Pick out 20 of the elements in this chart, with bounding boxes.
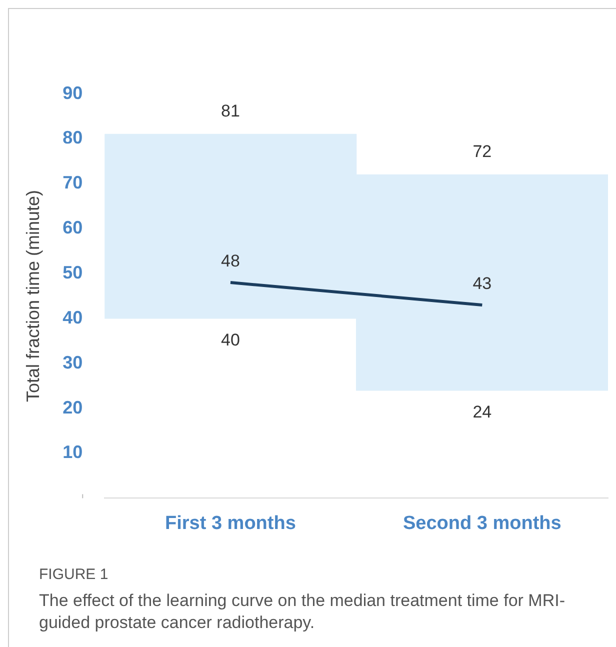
text: The effect of the learning curve on the median treatment time for MRI-guided prostate cancer radiotherapy.	[39, 590, 566, 634]
x-tick-label: Second 3 months	[402, 512, 562, 534]
annotation: 72	[472, 142, 492, 161]
x-tick-label: First 3 months	[165, 512, 296, 534]
data-label: 43	[472, 274, 492, 294]
y-tick-label: 30	[62, 352, 83, 372]
y-tick-label: 60	[62, 218, 83, 238]
y-tick-label: 20	[62, 397, 83, 418]
y-tick-label: 80	[62, 128, 83, 148]
data-label: 48	[221, 252, 240, 271]
caption: FIGURE 1	[39, 565, 110, 585]
y-tick-label: 90	[62, 82, 83, 103]
annotation: 40	[221, 330, 240, 350]
y-tick-label: 50	[62, 262, 83, 282]
annotation: 81	[221, 101, 240, 120]
y-tick-label: 40	[62, 307, 83, 328]
y-tick-label: 70	[62, 172, 83, 193]
y-tick-label: 10	[62, 442, 83, 462]
y-axis-title: Total fraction time (minute)	[22, 190, 43, 402]
annotation: 24	[472, 402, 492, 422]
